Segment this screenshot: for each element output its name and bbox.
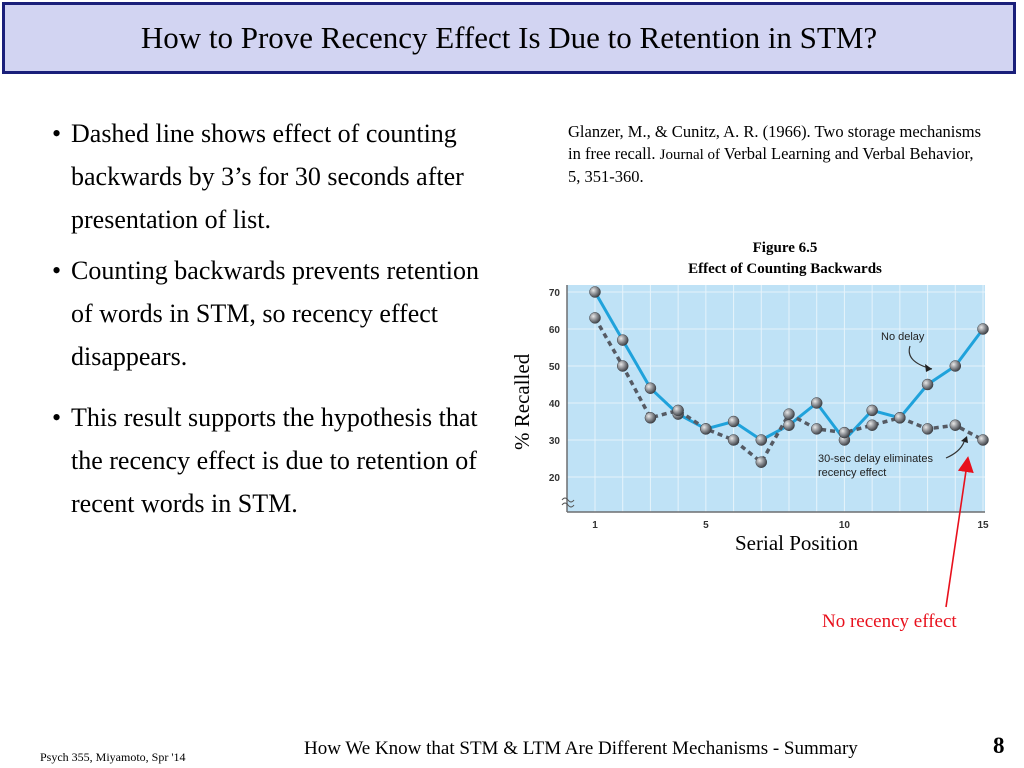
bullet-item: • Dashed line shows effect of counting b… bbox=[52, 112, 492, 241]
bullet-item: • This result supports the hypothesis th… bbox=[52, 396, 492, 525]
bullet-text: Counting backwards prevents retention of… bbox=[71, 256, 479, 371]
x-tick-label: 1 bbox=[592, 520, 598, 531]
data-point-no-delay bbox=[866, 404, 878, 417]
data-point-delay bbox=[894, 412, 906, 424]
citation-rest: Verbal Learning and Verbal Behavior, 5, … bbox=[568, 144, 974, 186]
bullet-dot-icon: • bbox=[52, 119, 62, 148]
data-point-no-delay bbox=[783, 419, 795, 431]
data-point-no-delay bbox=[589, 286, 601, 298]
data-point-delay bbox=[589, 312, 601, 324]
bullet-item: • Counting backwards prevents retention … bbox=[52, 249, 492, 378]
y-axis-label: % Recalled bbox=[510, 353, 534, 450]
annotation-arrowhead-icon bbox=[925, 364, 932, 372]
data-point-no-delay bbox=[921, 378, 934, 391]
data-point-no-delay bbox=[810, 397, 823, 409]
figure-title: Figure 6.5 Effect of Counting Backwards bbox=[630, 238, 940, 280]
data-point-no-delay bbox=[755, 434, 768, 446]
data-point-delay bbox=[700, 423, 712, 435]
x-tick-label: 5 bbox=[703, 520, 709, 531]
data-point-no-delay bbox=[977, 323, 989, 335]
footer-course: Psych 355, Miyamoto, Spr '14 bbox=[40, 750, 186, 764]
figure-number: Figure 6.5 bbox=[752, 240, 818, 256]
citation-main: Glanzer, M., & Cunitz, A. R. (1966). Two… bbox=[568, 122, 982, 163]
x-tick-label: 15 bbox=[977, 520, 989, 531]
figure-caption: Effect of Counting Backwards bbox=[688, 261, 882, 277]
x-tick-label: 10 bbox=[839, 520, 851, 531]
x-axis-label: Serial Position bbox=[735, 531, 859, 555]
data-point-delay bbox=[921, 423, 934, 435]
annotation-arrow-icon bbox=[945, 441, 965, 459]
bullet-dot-icon: • bbox=[52, 256, 62, 285]
data-point-no-delay bbox=[616, 334, 629, 346]
bullet-text: This result supports the hypothesis that… bbox=[71, 403, 478, 518]
bullet-dot-icon: • bbox=[52, 403, 62, 432]
y-tick-label: 70 bbox=[549, 288, 561, 299]
data-point-delay bbox=[616, 360, 629, 372]
data-point-delay bbox=[977, 434, 989, 446]
citation-journal: Journal of bbox=[659, 147, 721, 163]
data-point-delay bbox=[838, 426, 851, 439]
annotation-no-delay: No delay bbox=[881, 331, 925, 343]
bullet-text: Dashed line shows effect of counting bac… bbox=[71, 119, 464, 234]
y-tick-label: 40 bbox=[549, 399, 561, 410]
title-bar: How to Prove Recency Effect Is Due to Re… bbox=[2, 2, 1016, 74]
data-point-delay bbox=[949, 419, 962, 431]
y-tick-label: 50 bbox=[549, 362, 561, 373]
annotation-delay-line1: 30-sec delay eliminates bbox=[818, 453, 933, 465]
annotation-arrowhead-icon bbox=[961, 436, 968, 443]
y-tick-label: 30 bbox=[549, 436, 561, 447]
slide-title: How to Prove Recency Effect Is Due to Re… bbox=[140, 20, 878, 55]
data-point-delay bbox=[672, 404, 684, 417]
footer-title: How We Know that STM & LTM Are Different… bbox=[304, 738, 858, 759]
axis-break-icon bbox=[561, 497, 575, 508]
y-tick-label: 60 bbox=[549, 325, 561, 336]
page-number: 8 bbox=[993, 733, 1005, 758]
annotation-delay-line2: recency effect bbox=[818, 467, 886, 479]
citation: Glanzer, M., & Cunitz, A. R. (1966). Two… bbox=[568, 121, 988, 188]
data-point-delay bbox=[783, 408, 795, 420]
data-point-delay bbox=[644, 412, 657, 424]
data-point-delay bbox=[727, 434, 740, 446]
data-point-delay bbox=[866, 419, 878, 431]
data-point-no-delay bbox=[727, 415, 740, 428]
data-point-delay bbox=[810, 423, 823, 435]
data-point-delay bbox=[755, 456, 768, 468]
data-point-no-delay bbox=[644, 382, 657, 394]
bullet-list: • Dashed line shows effect of counting b… bbox=[52, 112, 492, 533]
data-point-no-delay bbox=[949, 360, 962, 372]
y-tick-label: 20 bbox=[549, 473, 561, 484]
plot-background bbox=[567, 285, 985, 512]
no-recency-callout: No recency effect bbox=[822, 611, 957, 632]
